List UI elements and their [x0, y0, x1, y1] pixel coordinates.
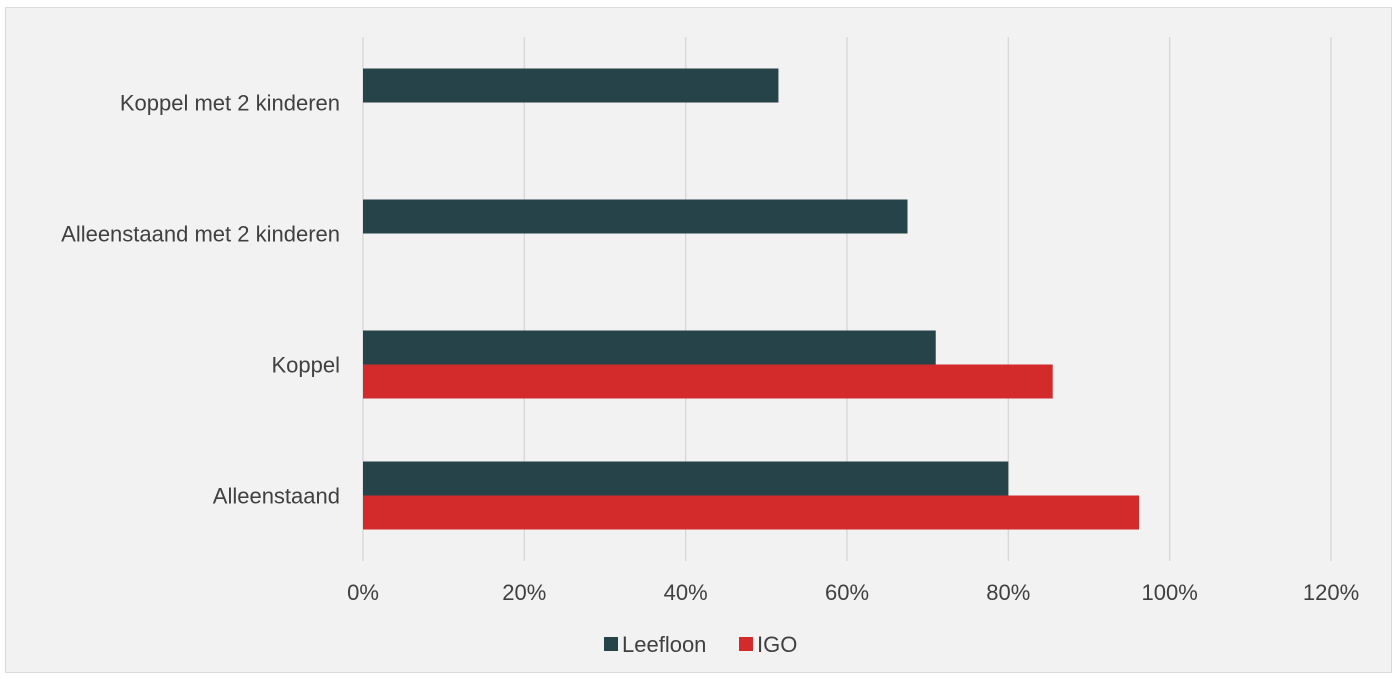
legend-label-igo: IGO	[757, 632, 797, 657]
x-tick-label: 60%	[825, 580, 869, 605]
legend-swatch-igo	[739, 637, 753, 651]
category-labels: Alleenstaand Koppel Alleenstaand met 2 kin…	[61, 91, 340, 509]
x-tick-label: 80%	[986, 580, 1030, 605]
bar-igo-1	[363, 364, 1053, 399]
category-label: Alleenstaand met 2 kinderen	[61, 222, 340, 247]
x-tick-label: 120%	[1303, 580, 1359, 605]
category-label: Alleenstaand	[213, 484, 340, 509]
category-label: Koppel	[271, 353, 340, 378]
bar-leefloon-1	[363, 330, 936, 365]
x-tick-label: 20%	[502, 580, 546, 605]
x-tick-labels: 0% 20% 40% 60% 80% 100% 120%	[347, 580, 1359, 605]
x-tick-label: 0%	[347, 580, 379, 605]
category-label: Koppel met 2 kinderen	[120, 91, 340, 116]
legend: Leefloon IGO	[604, 632, 797, 657]
bar-leefloon-2	[363, 199, 908, 234]
legend-swatch-leefloon	[604, 637, 618, 651]
legend-label-leefloon: Leefloon	[622, 632, 706, 657]
bar-leefloon-3	[363, 68, 779, 103]
bar-leefloon-0	[363, 461, 1009, 496]
bar-igo-0	[363, 495, 1140, 530]
x-tick-label: 100%	[1142, 580, 1198, 605]
x-tick-label: 40%	[664, 580, 708, 605]
bars	[363, 68, 1140, 530]
